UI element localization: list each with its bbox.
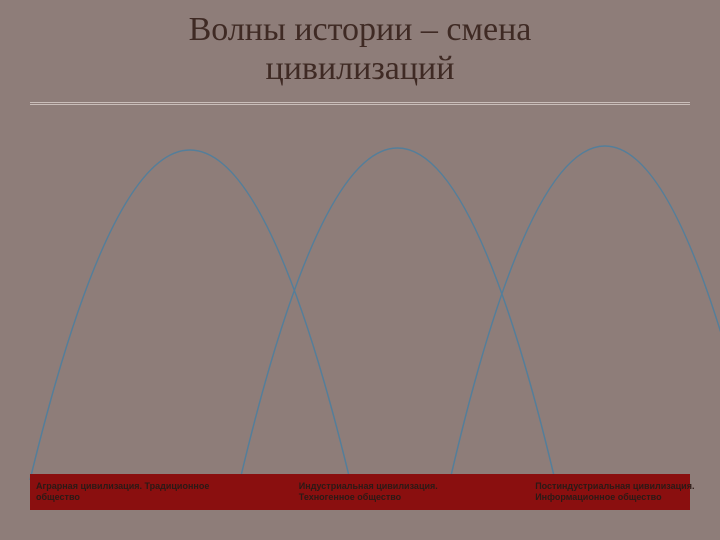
wave-3 — [450, 146, 720, 480]
slide: Волны истории – смена цивилизаций Аграрн… — [0, 0, 720, 540]
caption-postindustrial: Постиндустриальная цивилизация. Информац… — [529, 481, 720, 504]
caption-bar: Аграрная цивилизация. Традиционное общес… — [30, 474, 690, 510]
caption-industrial: Индустриальная цивилизация. Техногенное … — [293, 481, 529, 504]
caption-agrarian: Аграрная цивилизация. Традиционное общес… — [30, 481, 293, 504]
waves-chart — [0, 110, 720, 480]
wave-1 — [30, 150, 350, 480]
page-title: Волны истории – смена цивилизаций — [0, 10, 720, 88]
title-underline — [30, 102, 690, 105]
wave-2 — [240, 148, 555, 480]
